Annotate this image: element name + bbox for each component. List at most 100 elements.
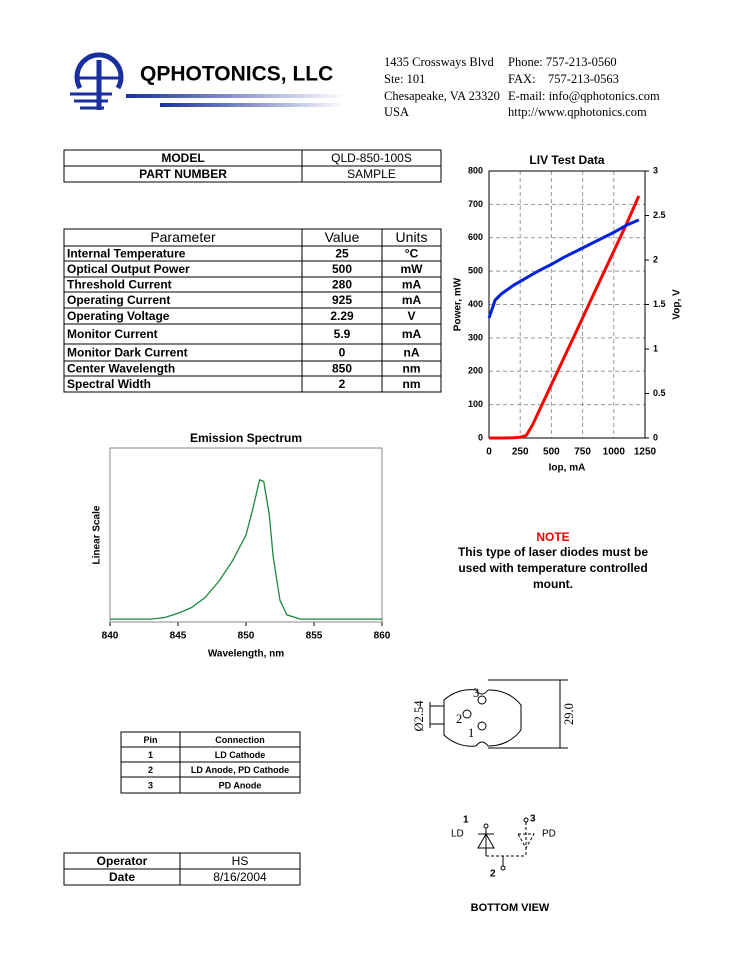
table-cell: mW	[401, 262, 424, 276]
plot-frame	[488, 170, 646, 439]
rule	[126, 94, 346, 98]
table-cell: nA	[404, 346, 420, 360]
table-border	[63, 228, 442, 393]
x-tick-label: 845	[170, 631, 187, 642]
x-tick-label: 0	[486, 447, 492, 458]
y-tick-label: 400	[468, 299, 483, 309]
x-tick-label: 840	[102, 631, 119, 642]
table-cell: 500	[332, 262, 352, 276]
y2-tick-label: 2.5	[653, 210, 666, 220]
caption: BOTTOM VIEW	[471, 902, 550, 914]
contact: FAX: 757-213-0563	[508, 72, 619, 86]
x-tick-label: 750	[574, 447, 591, 458]
table-cell: Spectral Width	[67, 377, 151, 391]
pin-number: 3	[530, 814, 536, 825]
y-axis-label: Linear Scale	[92, 505, 103, 564]
table-cell: HS	[232, 854, 249, 868]
note-line: used with temperature controlled	[458, 561, 647, 575]
address: Chesapeake, VA 23320	[384, 89, 500, 103]
pin-number: 3	[473, 686, 479, 700]
x-axis-label: Wavelength, nm	[208, 649, 284, 660]
diode-label: LD	[451, 829, 464, 840]
table-cell: 1	[148, 750, 153, 760]
data-line	[489, 195, 641, 440]
pin-number: 2	[456, 712, 462, 726]
table-cell: SAMPLE	[347, 167, 396, 181]
x-tick-label: 860	[374, 631, 391, 642]
table-cell: QLD-850-100S	[331, 151, 412, 165]
table-cell: Operating Voltage	[67, 309, 170, 323]
table-cell: Internal Temperature	[67, 247, 186, 261]
table-cell: mA	[402, 327, 422, 341]
x-tick-label: 1000	[603, 447, 626, 458]
table-cell: PART NUMBER	[139, 167, 227, 181]
table-cell: Value	[325, 229, 360, 245]
rule	[160, 103, 346, 107]
address: Ste: 101	[384, 72, 425, 86]
address: 1435 Crossways Blvd	[384, 55, 494, 69]
table-cell: °C	[405, 247, 419, 261]
y-tick-label: 300	[468, 332, 483, 342]
table-cell: Date	[109, 870, 135, 884]
table-cell: nm	[403, 377, 421, 391]
x-axis-label: Iop, mA	[549, 463, 586, 474]
table-cell: 280	[332, 278, 352, 292]
table-cell: 25	[335, 247, 349, 261]
table-cell: 2.29	[330, 309, 354, 323]
table-cell: Pin	[143, 735, 157, 745]
y-tick-label: 600	[468, 232, 483, 242]
package-drawing	[429, 679, 568, 749]
table-cell: Operating Current	[67, 293, 170, 307]
y-tick-label: 800	[468, 165, 483, 175]
contact: http://www.qphotonics.com	[508, 105, 647, 119]
y-tick-label: 0	[478, 432, 483, 442]
y-tick-label: 100	[468, 399, 483, 409]
logo	[70, 52, 124, 110]
table-cell: Operator	[97, 854, 148, 868]
x-tick-label: 855	[306, 631, 323, 642]
address: USA	[384, 105, 409, 119]
pin-number: 1	[468, 726, 474, 740]
x-tick-label: 1250	[634, 447, 657, 458]
diode-label: PD	[542, 829, 556, 840]
chart-title: Emission Spectrum	[190, 431, 302, 445]
y2-axis-label: Vop, V	[672, 289, 683, 320]
plot-frame	[109, 447, 383, 623]
table-cell: Optical Output Power	[67, 262, 190, 276]
dimension: 29.0	[562, 703, 576, 725]
table-cell: LD Anode, PD Cathode	[191, 765, 289, 775]
pin-number: 1	[463, 815, 469, 826]
data-line	[487, 218, 640, 319]
table-cell: V	[407, 309, 415, 323]
y2-tick-label: 0	[653, 432, 658, 442]
chart-title: LIV Test Data	[529, 153, 604, 167]
data-line	[110, 479, 382, 620]
y-tick-label: 200	[468, 366, 483, 376]
x-tick-label: 500	[543, 447, 560, 458]
y2-tick-label: 3	[653, 165, 658, 175]
table-cell: 0	[339, 346, 346, 360]
contact: Phone: 757-213-0560	[508, 55, 617, 69]
table-cell: 925	[332, 293, 352, 307]
note-title: NOTE	[536, 530, 569, 544]
table-cell: 3	[148, 780, 153, 790]
y2-tick-label: 1	[653, 343, 658, 353]
table-cell: Threshold Current	[67, 278, 172, 292]
note-line: This type of laser diodes must be	[458, 545, 648, 559]
pin-number: 2	[490, 869, 496, 880]
company: QPHOTONICS, LLC	[140, 63, 333, 86]
table-cell: Units	[396, 229, 428, 245]
y-tick-label: 700	[468, 199, 483, 209]
y2-tick-label: 0.5	[653, 388, 666, 398]
table-cell: Center Wavelength	[67, 362, 175, 376]
table-cell: mA	[402, 278, 422, 292]
table-cell: 2	[339, 377, 346, 391]
x-tick-label: 250	[512, 447, 529, 458]
y-tick-label: 500	[468, 266, 483, 276]
note-line: mount.	[533, 577, 573, 591]
y2-tick-label: 2	[653, 254, 658, 264]
table-cell: 850	[332, 362, 352, 376]
contact: E-mail: info@qphotonics.com	[508, 89, 660, 103]
table-cell: Connection	[215, 735, 265, 745]
y2-tick-label: 1.5	[653, 299, 666, 309]
